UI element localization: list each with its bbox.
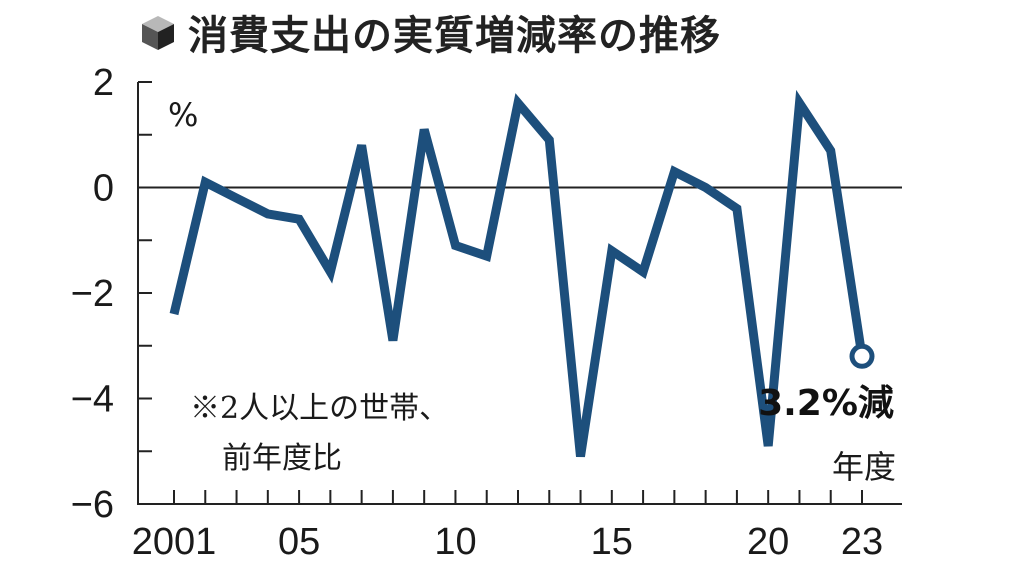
y-tick-label: −2 <box>71 273 114 315</box>
cube-icon <box>142 16 174 50</box>
y-unit-label: % <box>168 96 198 134</box>
y-tick-label: 2 <box>93 62 114 104</box>
chart-title-row: 消費支出の実質増減率の推移 <box>138 4 721 60</box>
y-axis: 2 0 −2 −4 −6 <box>71 62 152 526</box>
x-tick-label: 20 <box>747 521 789 563</box>
callout-label: 3.2%減 <box>758 383 894 424</box>
note-line-1: ※2人以上の世帯、 <box>190 391 449 426</box>
x-tick-label: 15 <box>591 521 633 563</box>
x-tick-label: 10 <box>434 521 476 563</box>
chart-title: 消費支出の実質増減率の推移 <box>188 13 721 59</box>
y-tick-label: 0 <box>93 168 114 210</box>
y-tick-label: −6 <box>71 484 114 526</box>
x-unit-label: 年度 <box>832 448 896 486</box>
y-tick-label: −4 <box>71 379 114 421</box>
x-tick-label: 23 <box>841 521 883 563</box>
note-line-2: 前年度比 <box>222 441 342 476</box>
end-point-marker <box>849 343 875 369</box>
x-tick-label: 05 <box>278 521 320 563</box>
x-tick-label: 2001 <box>132 521 217 563</box>
series-line <box>169 89 867 458</box>
x-axis: 2001 05 10 15 20 23 <box>132 490 902 563</box>
